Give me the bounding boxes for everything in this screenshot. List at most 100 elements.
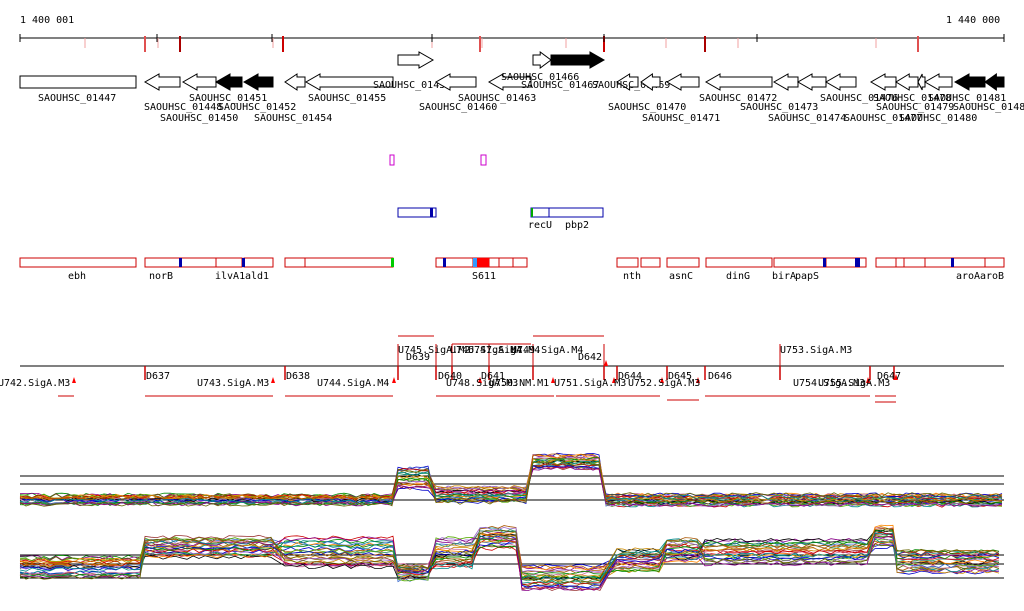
gene-label: SAOUHSC_01478 (873, 93, 951, 104)
expression-trace (19, 529, 1000, 583)
gene-label: SAOUHSC_01450 (160, 113, 238, 124)
annotated-gene-box[interactable] (705, 257, 773, 268)
gene-arrow[interactable] (19, 75, 137, 89)
gene-arrow[interactable] (532, 51, 552, 69)
gene-arrow[interactable] (143, 73, 181, 91)
gene-arrow[interactable] (242, 73, 274, 91)
annotated-gene-box[interactable] (616, 257, 639, 268)
gene-arrow[interactable] (214, 73, 243, 91)
gene-label: SAOUHSC_01477 (844, 113, 922, 124)
transcript-label: U748.SigA.M3 (446, 378, 518, 389)
annotated-gene-box[interactable] (895, 257, 905, 268)
expression-trace (19, 459, 1003, 504)
transcript-track: U742.SigA.M3 D637 U743.SigA.M3 D638 U744.Sig… (0, 335, 1004, 403)
annotated-gene-box[interactable] (215, 257, 243, 268)
transcript-label: U749.SigA.M4 (511, 345, 583, 356)
annotated-gene-box[interactable] (640, 257, 661, 268)
gene-arrow[interactable] (796, 73, 827, 91)
transcript-start-mark (392, 377, 396, 383)
annotated-gene-box[interactable] (284, 257, 306, 268)
annotation-mark (179, 258, 182, 267)
gene-arrow[interactable] (181, 73, 217, 91)
gene-arrow[interactable] (284, 73, 306, 91)
transcript-label: U744.SigA.M4 (317, 378, 389, 389)
gene-arrow[interactable] (640, 73, 661, 91)
annotated-gene-box[interactable] (488, 257, 500, 268)
gene-arrow[interactable] (487, 73, 532, 91)
annot-label-norb: norB (149, 271, 173, 282)
annotated-gene-box[interactable] (179, 257, 217, 268)
annotated-gene-box[interactable] (875, 257, 897, 268)
expression-trace (19, 527, 1000, 576)
gene-label: SAOUHSC_01481 (928, 93, 1006, 104)
transcript-label: D641 (481, 371, 505, 382)
gene-label: SAOUHSC_01452 (218, 102, 296, 113)
annot-label-arob: aroB (980, 271, 1004, 282)
gene-label: SAOUHSC_01466 (501, 72, 579, 83)
gene-label: SAOUHSC_01480 (899, 113, 977, 124)
gene-arrow[interactable] (665, 73, 700, 91)
transcript-start-mark (866, 377, 870, 383)
annotation-mark (391, 258, 394, 267)
transcript-label: U742.SigA.M3 (0, 378, 70, 389)
expression-trace (19, 530, 1000, 573)
gene-arrow[interactable] (704, 73, 773, 91)
gene-label: SAOUHSC_01455 (308, 93, 386, 104)
annot-label-ald1: ald1 (245, 271, 269, 282)
gene-arrow[interactable] (772, 73, 799, 91)
gene-arrow[interactable] (550, 51, 606, 69)
operon-box-pbp2[interactable] (548, 207, 604, 218)
gene-arrow[interactable] (824, 73, 857, 91)
expression-trace (19, 527, 1000, 579)
expression-trace (19, 461, 1003, 507)
primer-track (389, 154, 487, 166)
gene-label: SAOUHSC_01470 (608, 102, 686, 113)
gene-arrow[interactable] (616, 73, 639, 91)
operon-label-recu: recU (528, 220, 552, 231)
annotation-mark (443, 258, 446, 267)
annotated-gene-box[interactable] (444, 257, 474, 268)
gene-arrow[interactable] (917, 73, 926, 91)
gene-arrow[interactable] (895, 73, 919, 91)
transcript-label: U746.SigA.M4 (450, 345, 522, 356)
primer-mark[interactable] (480, 154, 487, 166)
annotated-gene-box[interactable] (951, 257, 986, 268)
gene-label: SAOUHSC_01463 (458, 93, 536, 104)
annotated-gene-box[interactable] (498, 257, 514, 268)
gene-arrow[interactable] (984, 73, 1005, 91)
expression-trace (19, 531, 1000, 587)
transcript-label: D640 (438, 371, 462, 382)
annotated-gene-box[interactable] (243, 257, 274, 268)
annot-label-asnc: asnC (669, 271, 693, 282)
gene-arrow[interactable] (434, 73, 477, 91)
transcript-start-mark (660, 377, 664, 383)
annotated-gene-box[interactable] (304, 257, 394, 268)
gene-track: SAOUHSC_01447SAOUHSC_01448SAOUHSC_01450S… (19, 51, 1024, 124)
transcript-label: D639 (406, 352, 430, 363)
operon-label-pbp2: pbp2 (565, 220, 589, 231)
annotated-gene-box[interactable] (903, 257, 926, 268)
annotated-gene-box[interactable] (773, 257, 827, 268)
expression-trace (19, 532, 1000, 581)
annotated-gene-box[interactable] (144, 257, 181, 268)
annotated-gene-box[interactable] (666, 257, 700, 268)
gene-arrow[interactable] (953, 73, 986, 91)
gene-arrow[interactable] (923, 73, 953, 91)
annotated-gene-box[interactable] (924, 257, 953, 268)
annotated-gene-box[interactable] (512, 257, 528, 268)
operon-box[interactable] (397, 207, 437, 218)
gene-arrow[interactable] (304, 73, 394, 91)
annotated-gene-box[interactable] (19, 257, 137, 268)
gene-arrow[interactable] (869, 73, 897, 91)
expression-traces-bottom (19, 524, 1000, 592)
annotated-gene-box[interactable] (825, 257, 857, 268)
annotated-gene-track: ebh norB ilvA1 ald1 S611 nth asnC dinG b… (19, 257, 1005, 282)
gene-arrow[interactable] (397, 51, 435, 69)
expression-trace (19, 525, 1000, 574)
transcript-label: U751.SigA.M3 (554, 378, 626, 389)
annotated-gene-box[interactable] (984, 257, 1005, 268)
primer-mark[interactable] (389, 154, 395, 166)
expression-panel-top (19, 452, 1004, 508)
annotation-mark (855, 258, 860, 267)
operon-box-recu[interactable] (530, 207, 550, 218)
